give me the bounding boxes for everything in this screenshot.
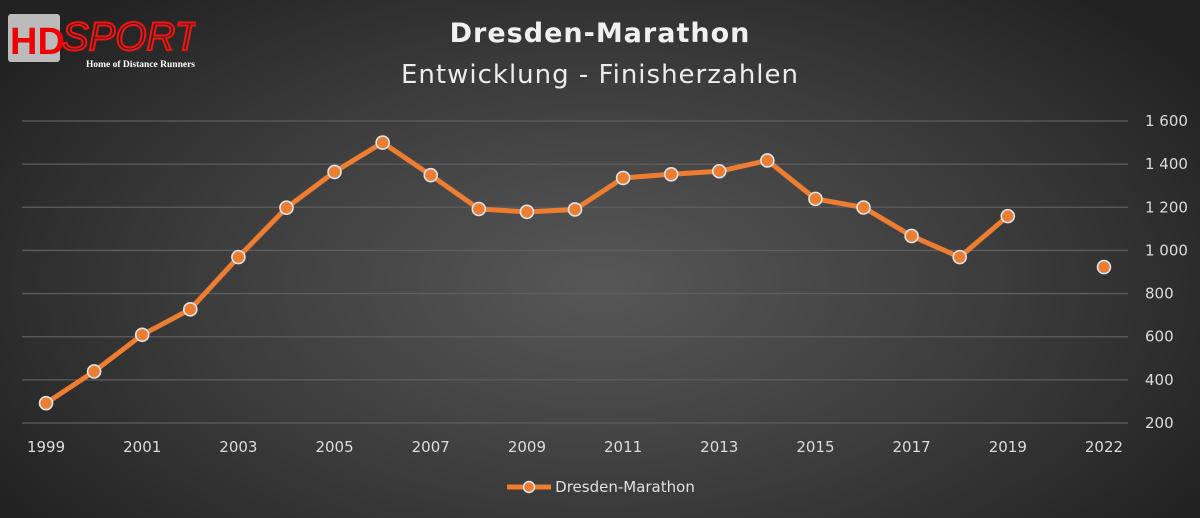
data-point xyxy=(327,164,342,180)
data-point xyxy=(711,163,727,179)
y-tick-label: 1 400 xyxy=(1145,155,1188,173)
data-point xyxy=(38,395,54,411)
data-point xyxy=(1096,259,1112,275)
legend: Dresden-Marathon xyxy=(0,478,1200,496)
data-point xyxy=(1000,208,1016,224)
data-point xyxy=(183,302,198,317)
x-tick-label: 2017 xyxy=(893,438,931,456)
chart-title: Dresden-Marathon xyxy=(449,18,751,49)
data-point xyxy=(760,153,775,168)
x-tick-label: 2013 xyxy=(700,438,738,456)
x-tick-label: 2001 xyxy=(123,438,161,456)
data-point xyxy=(375,135,390,150)
x-tick-label: 2005 xyxy=(315,438,353,456)
x-tick-label: 2015 xyxy=(796,438,834,456)
x-tick-label: 2011 xyxy=(604,438,642,456)
chart-subtitle: Entwicklung - Finisherzahlen xyxy=(401,60,799,90)
x-tick-label: 2007 xyxy=(412,438,450,456)
x-tick-label: 1999 xyxy=(27,438,65,456)
data-point xyxy=(519,204,535,220)
data-point xyxy=(856,200,871,215)
x-tick-label: 2019 xyxy=(989,438,1027,456)
data-point xyxy=(231,249,246,265)
y-tick-label: 1 000 xyxy=(1145,241,1188,259)
legend-label: Dresden-Marathon xyxy=(555,478,695,496)
data-point xyxy=(134,327,150,343)
data-point xyxy=(279,200,294,216)
data-point xyxy=(615,170,631,186)
data-point xyxy=(86,364,102,379)
x-tick-label: 2022 xyxy=(1085,438,1123,456)
logo-tagline: Home of Distance Runners xyxy=(86,60,195,70)
x-tick-label: 2003 xyxy=(219,438,257,456)
y-tick-label: 600 xyxy=(1145,328,1174,346)
logo-hd: HD xyxy=(10,21,65,63)
series-line xyxy=(44,140,1010,406)
data-point xyxy=(952,249,967,265)
hdsports-logo: HD SPORTS Home of Distance Runners xyxy=(6,10,227,70)
data-point xyxy=(567,202,583,217)
y-tick-label: 800 xyxy=(1145,285,1174,303)
data-point xyxy=(423,167,439,183)
y-tick-label: 1 200 xyxy=(1145,198,1188,216)
data-point xyxy=(663,166,679,182)
y-tick-label: 400 xyxy=(1145,371,1174,389)
data-point xyxy=(471,201,487,217)
data-point xyxy=(808,191,823,207)
y-tick-label: 1 600 xyxy=(1145,112,1188,130)
legend-line-marker-icon xyxy=(507,480,552,494)
x-tick-label: 2009 xyxy=(508,438,546,456)
logo-plate xyxy=(8,14,60,62)
y-tick-label: 200 xyxy=(1145,414,1174,432)
data-point xyxy=(904,228,919,244)
